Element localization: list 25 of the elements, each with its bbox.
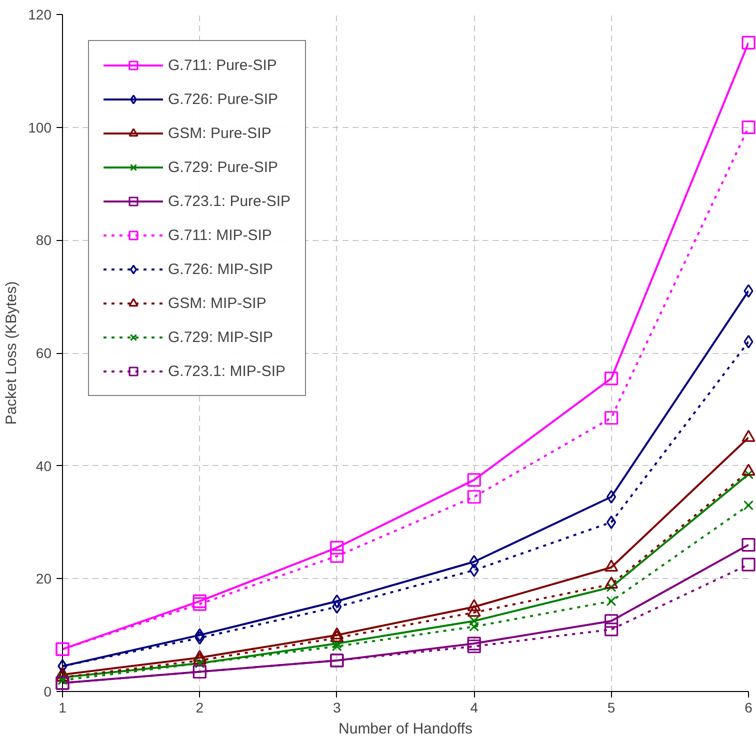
y-tick-label: 100 — [28, 119, 52, 136]
legend-label: G.711: Pure-SIP — [168, 56, 277, 74]
x-tick-label: 1 — [58, 700, 67, 716]
legend-label: G.726: MIP-SIP — [168, 260, 274, 278]
y-tick-label: 80 — [36, 232, 52, 248]
legend-label: GSM: Pure-SIP — [168, 124, 272, 142]
legend-label: GSM: MIP-SIP — [168, 294, 266, 312]
x-tick-label: 4 — [470, 700, 478, 716]
x-axis-title: Number of Handoffs — [338, 720, 472, 738]
legend-label: G.723.1: Pure-SIP — [168, 192, 291, 210]
x-tick-label: 3 — [333, 700, 342, 716]
x-tick-label: 6 — [744, 700, 753, 716]
y-tick-label: 120 — [28, 6, 52, 22]
legend-label: G.711: MIP-SIP — [168, 226, 272, 244]
y-axis-title: Packet Loss (KBytes) — [3, 281, 20, 425]
y-tick-label: 40 — [36, 458, 52, 474]
legend-label: G.726: Pure-SIP — [168, 90, 278, 108]
x-tick-label: 2 — [196, 700, 204, 716]
legend-label: G.729: MIP-SIP — [168, 328, 274, 346]
x-tick-label: 5 — [607, 700, 616, 716]
y-tick-label: 0 — [44, 684, 52, 700]
legend-label: G.729: Pure-SIP — [168, 158, 278, 176]
y-tick-label: 60 — [36, 345, 52, 361]
legend-label: G.723.1: MIP-SIP — [168, 362, 286, 380]
y-tick-label: 20 — [36, 570, 52, 587]
